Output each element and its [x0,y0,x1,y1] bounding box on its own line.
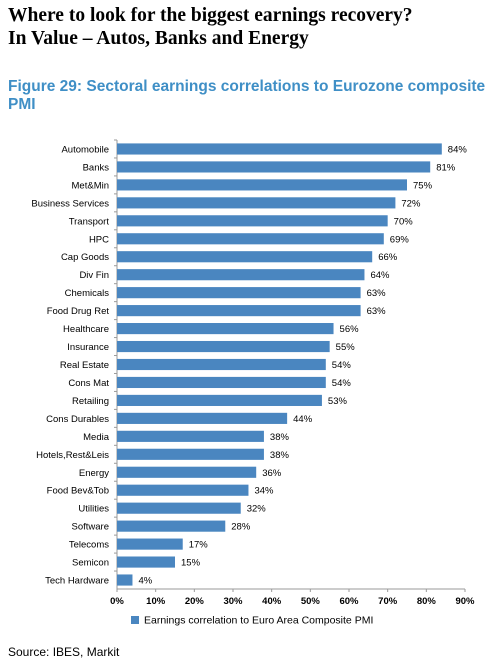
source-note: Source: IBES, Markit [8,645,120,659]
bar [117,556,175,568]
data-label: 66% [378,252,398,263]
x-tick-label: 70% [378,596,398,607]
category-label: Banks [83,162,110,173]
bar [117,143,442,155]
category-label: Retailing [72,396,109,407]
bar [117,502,241,514]
data-label: 63% [367,288,387,299]
category-label: Food Drug Ret [47,306,110,317]
category-label: Semicon [72,558,109,569]
data-label: 72% [401,198,421,209]
data-label: 38% [270,450,290,461]
category-label: Energy [79,468,109,479]
x-tick-label: 40% [262,596,282,607]
category-label: HPC [89,234,109,245]
bar [117,287,361,299]
data-label: 84% [448,144,468,155]
x-tick-label: 80% [417,596,437,607]
bar [117,251,373,263]
data-label: 36% [262,468,282,479]
bar [117,520,226,532]
data-label: 63% [367,306,387,317]
data-label: 28% [231,522,251,533]
data-label: 32% [247,504,267,515]
bar [117,358,326,371]
category-label: Hotels,Rest&Leis [36,450,109,461]
category-label: Insurance [67,342,109,353]
category-label: Utilities [78,504,109,515]
x-tick-label: 30% [223,596,243,607]
category-label: Business Services [31,198,109,209]
data-label: 53% [328,396,348,407]
legend-label: Earnings correlation to Euro Area Compos… [144,615,373,627]
bar [117,323,334,335]
bar [117,215,388,227]
category-label: Cons Durables [46,414,109,425]
data-label: 75% [413,180,433,191]
data-label: 15% [181,558,201,569]
category-label: Transport [69,216,110,227]
bar [117,197,396,209]
category-label: Cap Goods [61,252,109,263]
category-label: Media [83,432,110,443]
bar [117,340,330,353]
bar [117,179,407,191]
category-label: Div Fin [79,270,109,281]
data-label: 54% [332,360,352,371]
data-label: 4% [138,576,152,587]
bar [117,574,133,586]
bar [117,376,326,389]
legend-swatch [131,616,139,624]
headline-line-2: In Value – Autos, Banks and Energy [8,28,309,49]
bar [117,305,361,317]
category-label: Real Estate [60,360,109,371]
bar [117,538,183,550]
data-label: 69% [390,234,410,245]
bar [117,233,384,245]
data-label: 44% [293,414,313,425]
category-label: Cons Mat [68,378,109,389]
bar [117,448,264,460]
category-label: Met&Min [72,180,109,191]
data-label: 55% [336,342,356,353]
x-tick-label: 20% [185,596,205,607]
x-tick-label: 50% [301,596,321,607]
category-label: Software [72,522,110,533]
category-label: Tech Hardware [45,576,109,587]
category-label: Automobile [61,144,109,155]
category-label: Food Bev&Tob [47,486,109,497]
data-label: 70% [394,216,414,227]
data-label: 54% [332,378,352,389]
category-label: Chemicals [65,288,110,299]
bar [117,484,249,496]
data-label: 17% [189,540,209,551]
category-label: Telecoms [69,540,109,551]
x-tick-label: 60% [339,596,359,607]
data-label: 38% [270,432,290,443]
bar [117,394,322,406]
headline: Where to look for the biggest earnings r… [8,4,488,50]
bar [117,430,264,442]
headline-line-1: Where to look for the biggest earnings r… [8,5,413,26]
category-label: Healthcare [63,324,109,335]
bar [117,269,365,281]
bar [117,161,431,173]
x-tick-label: 0% [110,596,124,607]
figure-title: Figure 29: Sectoral earnings correlation… [8,78,486,113]
x-tick-label: 10% [146,596,166,607]
data-label: 56% [340,324,360,335]
bar [117,412,288,424]
data-label: 64% [370,270,390,281]
x-tick-label: 90% [455,596,475,607]
bar [117,466,257,478]
data-label: 34% [254,486,274,497]
data-label: 81% [436,162,456,173]
